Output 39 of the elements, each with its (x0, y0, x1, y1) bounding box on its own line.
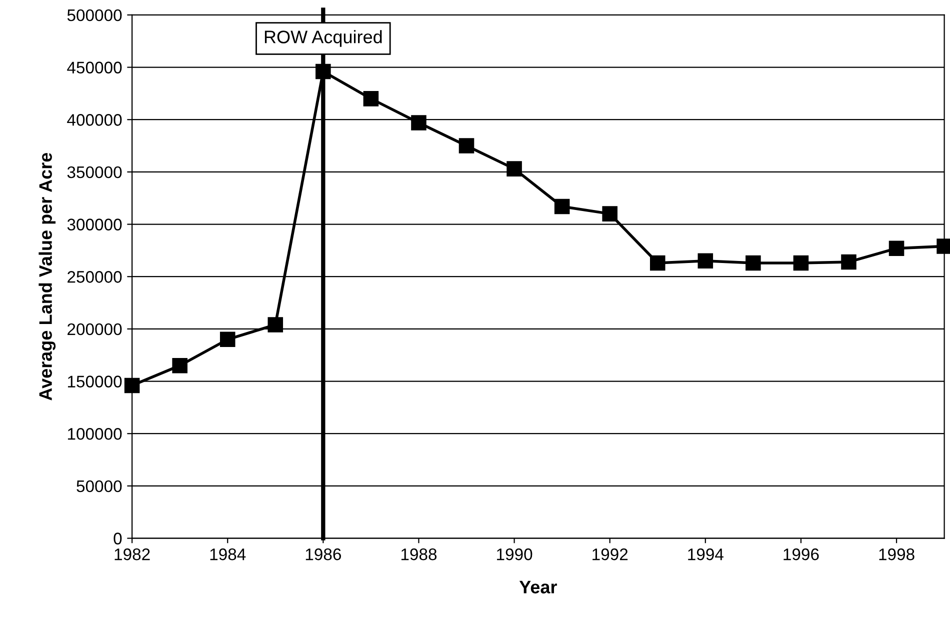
y-axis-title: Average Land Value per Acre (38, 152, 56, 400)
x-tick-label: 1986 (306, 548, 341, 560)
x-tick-label: 1984 (210, 548, 246, 560)
y-tick-label: 0 (114, 532, 122, 544)
y-tick-label: 50000 (76, 480, 122, 492)
point (888, 240, 904, 256)
point (220, 332, 236, 348)
y-tick-label: 350000 (67, 166, 122, 178)
x-tick-label: 1982 (114, 548, 150, 560)
x-tick-label: 1998 (879, 548, 914, 560)
point (124, 378, 140, 394)
y-tick-label: 500000 (67, 9, 122, 22)
point (458, 138, 474, 154)
point (602, 206, 618, 222)
point (841, 254, 856, 270)
x-tick-label: 1992 (592, 548, 628, 560)
y-tick-label: 200000 (68, 323, 122, 336)
y-tick-label: 450000 (67, 62, 122, 74)
x-tick-label: 1996 (784, 548, 819, 560)
y-tick-label: 100000 (68, 428, 122, 440)
x-axis-title: Year (519, 580, 557, 594)
point (363, 91, 379, 106)
point (746, 255, 761, 271)
y-tick-label: 150000 (68, 376, 122, 388)
point (554, 198, 570, 214)
point (411, 115, 426, 130)
point (698, 253, 714, 269)
x-tick-label: 1990 (497, 548, 532, 560)
y-tick-label: 300000 (67, 218, 122, 230)
point (172, 358, 188, 374)
y-tick-label: 250000 (68, 271, 122, 283)
point (650, 255, 666, 271)
point (268, 317, 284, 332)
x-tick-label: 1988 (401, 548, 437, 560)
point (506, 161, 522, 176)
y-tick-label: 400000 (67, 114, 122, 126)
point (793, 255, 809, 271)
x-tick-label: 1994 (688, 548, 724, 560)
ref-line-label: ROW Acquired (264, 30, 382, 47)
